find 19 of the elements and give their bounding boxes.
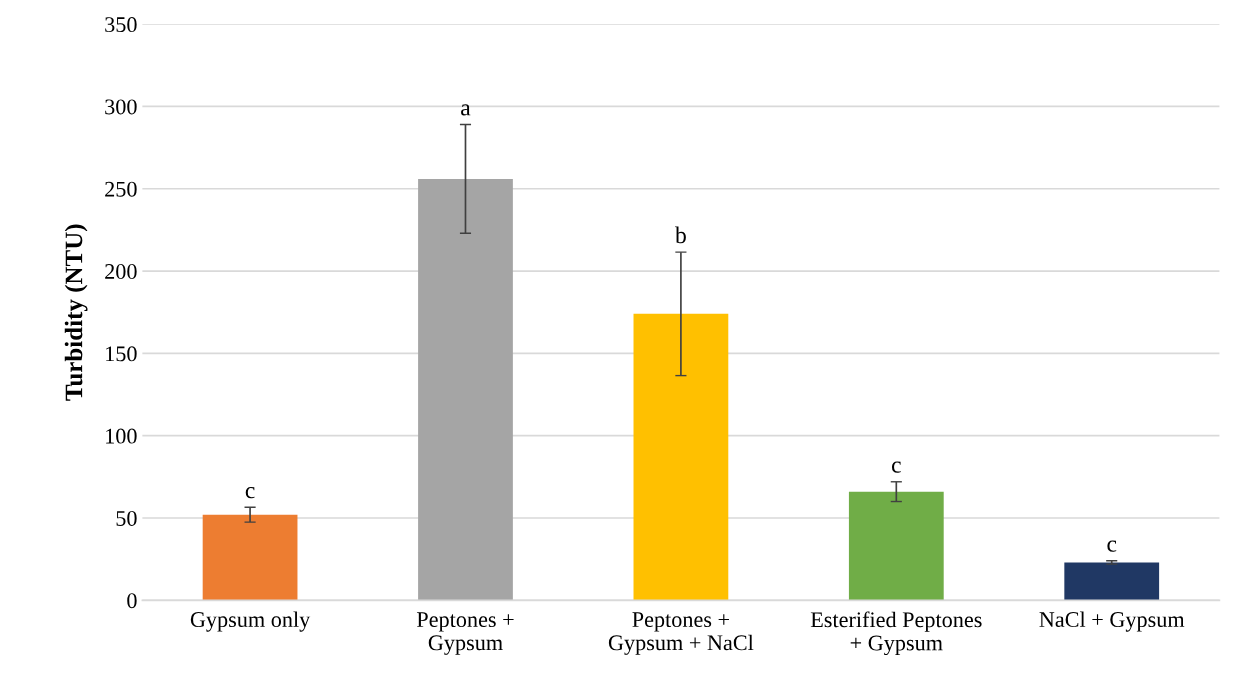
x-tick-label: Peptones + Gypsum + NaCl	[608, 612, 754, 655]
y-tick-label: 50	[116, 510, 137, 526]
y-tick-label: 100	[106, 428, 137, 444]
y-tick-label: 300	[105, 99, 137, 115]
y-tick-label: 0	[127, 593, 137, 609]
x-tick-label: Peptones + Gypsum	[416, 612, 514, 655]
y-tick-label: 250	[105, 181, 137, 197]
y-axis-title: Turbidity (NTU)	[64, 224, 88, 401]
y-tick-label: 350	[105, 17, 137, 33]
x-tick-label: Esterified Peptones + Gypsum	[810, 611, 982, 656]
annotation: c	[245, 486, 255, 499]
x-tick-label: NaCl + Gypsum	[1039, 611, 1185, 632]
annotation: b	[675, 226, 686, 244]
x-tick-label: Gypsum only	[190, 611, 311, 632]
annotation: a	[461, 104, 471, 116]
y-tick-label: 150	[106, 346, 137, 362]
annotation: c	[1107, 540, 1117, 552]
y-tick-label: 200	[105, 264, 137, 279]
annotation: c	[891, 461, 901, 473]
